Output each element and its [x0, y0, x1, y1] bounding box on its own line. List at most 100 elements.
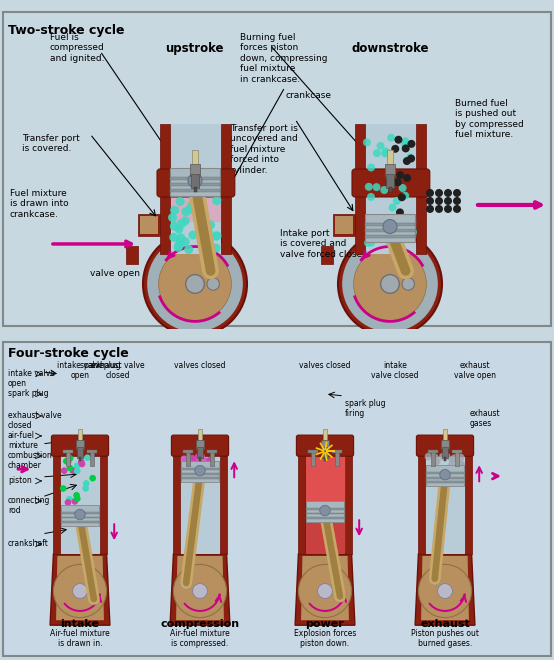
- Bar: [197, 447, 203, 458]
- Circle shape: [426, 205, 434, 213]
- Bar: [181, 468, 219, 470]
- Bar: [181, 461, 219, 482]
- Text: Air-fuel mixture
is compressed.: Air-fuel mixture is compressed.: [170, 629, 230, 648]
- Circle shape: [426, 189, 434, 197]
- Bar: [170, 183, 220, 186]
- Bar: [308, 449, 318, 453]
- Circle shape: [187, 201, 196, 210]
- Circle shape: [435, 205, 443, 213]
- Bar: [426, 465, 464, 486]
- Circle shape: [175, 241, 183, 250]
- Circle shape: [457, 461, 465, 469]
- Circle shape: [418, 564, 471, 618]
- FancyBboxPatch shape: [296, 435, 353, 456]
- Circle shape: [181, 455, 187, 462]
- Bar: [66, 452, 70, 465]
- Circle shape: [406, 154, 414, 162]
- Circle shape: [184, 457, 191, 463]
- Text: air-fuel
mixture: air-fuel mixture: [8, 431, 38, 450]
- Text: Air-fuel mixture
is drawn in.: Air-fuel mixture is drawn in.: [50, 629, 110, 648]
- Circle shape: [190, 457, 197, 464]
- Circle shape: [206, 220, 215, 230]
- Text: combustion
chamber: combustion chamber: [8, 451, 53, 471]
- Bar: [90, 452, 94, 465]
- Circle shape: [380, 186, 388, 194]
- Circle shape: [196, 219, 204, 228]
- Circle shape: [181, 207, 191, 216]
- Bar: [305, 454, 345, 554]
- Circle shape: [401, 140, 409, 148]
- Bar: [170, 168, 220, 196]
- Circle shape: [364, 239, 372, 247]
- Circle shape: [200, 234, 209, 243]
- Polygon shape: [295, 554, 355, 625]
- Text: Fuel mixture
is drawn into
crankcase.: Fuel mixture is drawn into crankcase.: [10, 189, 69, 218]
- Bar: [190, 164, 200, 176]
- Circle shape: [147, 236, 243, 332]
- Circle shape: [208, 246, 217, 255]
- Bar: [126, 246, 138, 264]
- Circle shape: [73, 583, 88, 599]
- Circle shape: [201, 457, 207, 463]
- Bar: [173, 454, 180, 554]
- FancyBboxPatch shape: [52, 435, 109, 456]
- Circle shape: [450, 454, 458, 462]
- Circle shape: [67, 455, 74, 461]
- Bar: [365, 214, 415, 242]
- Bar: [418, 454, 425, 554]
- Text: power: power: [306, 619, 345, 629]
- Circle shape: [195, 229, 204, 238]
- Circle shape: [193, 583, 207, 599]
- Bar: [426, 477, 464, 478]
- Bar: [169, 192, 221, 222]
- Bar: [220, 454, 227, 554]
- Bar: [386, 174, 394, 188]
- Text: Two-stroke cycle: Two-stroke cycle: [8, 24, 125, 37]
- Bar: [306, 508, 344, 510]
- Bar: [385, 164, 395, 176]
- Bar: [192, 150, 198, 168]
- Circle shape: [177, 219, 186, 228]
- Circle shape: [402, 278, 414, 290]
- Bar: [53, 454, 60, 554]
- Circle shape: [425, 453, 432, 461]
- Circle shape: [439, 453, 447, 461]
- Bar: [321, 440, 329, 449]
- Bar: [426, 481, 464, 483]
- Polygon shape: [50, 554, 110, 625]
- Text: compression: compression: [161, 619, 239, 629]
- Text: intake
valve closed: intake valve closed: [371, 361, 419, 380]
- Text: Transfer port
is covered.: Transfer port is covered.: [22, 134, 80, 153]
- Bar: [61, 517, 99, 519]
- Circle shape: [212, 244, 220, 253]
- Circle shape: [204, 227, 213, 236]
- Bar: [79, 457, 81, 461]
- Circle shape: [398, 243, 406, 251]
- Circle shape: [212, 196, 221, 205]
- Bar: [299, 454, 305, 554]
- Bar: [138, 214, 160, 236]
- Circle shape: [387, 134, 395, 142]
- Bar: [198, 429, 202, 443]
- Text: intake valve
open: intake valve open: [8, 369, 55, 388]
- Circle shape: [457, 460, 465, 467]
- Circle shape: [443, 453, 450, 460]
- Bar: [61, 521, 99, 523]
- Circle shape: [195, 200, 204, 209]
- Bar: [365, 224, 415, 226]
- Circle shape: [175, 224, 183, 234]
- Text: upstroke: upstroke: [165, 42, 223, 55]
- FancyBboxPatch shape: [157, 169, 235, 197]
- Bar: [209, 452, 214, 465]
- Circle shape: [402, 218, 410, 226]
- Text: crankshaft: crankshaft: [8, 539, 49, 548]
- Circle shape: [198, 457, 204, 464]
- Circle shape: [401, 216, 409, 225]
- Text: exhaust valve
closed: exhaust valve closed: [91, 361, 145, 380]
- Circle shape: [317, 583, 332, 599]
- Circle shape: [398, 193, 406, 201]
- Polygon shape: [301, 556, 349, 620]
- Circle shape: [435, 189, 443, 197]
- Polygon shape: [176, 556, 224, 620]
- Bar: [444, 457, 446, 461]
